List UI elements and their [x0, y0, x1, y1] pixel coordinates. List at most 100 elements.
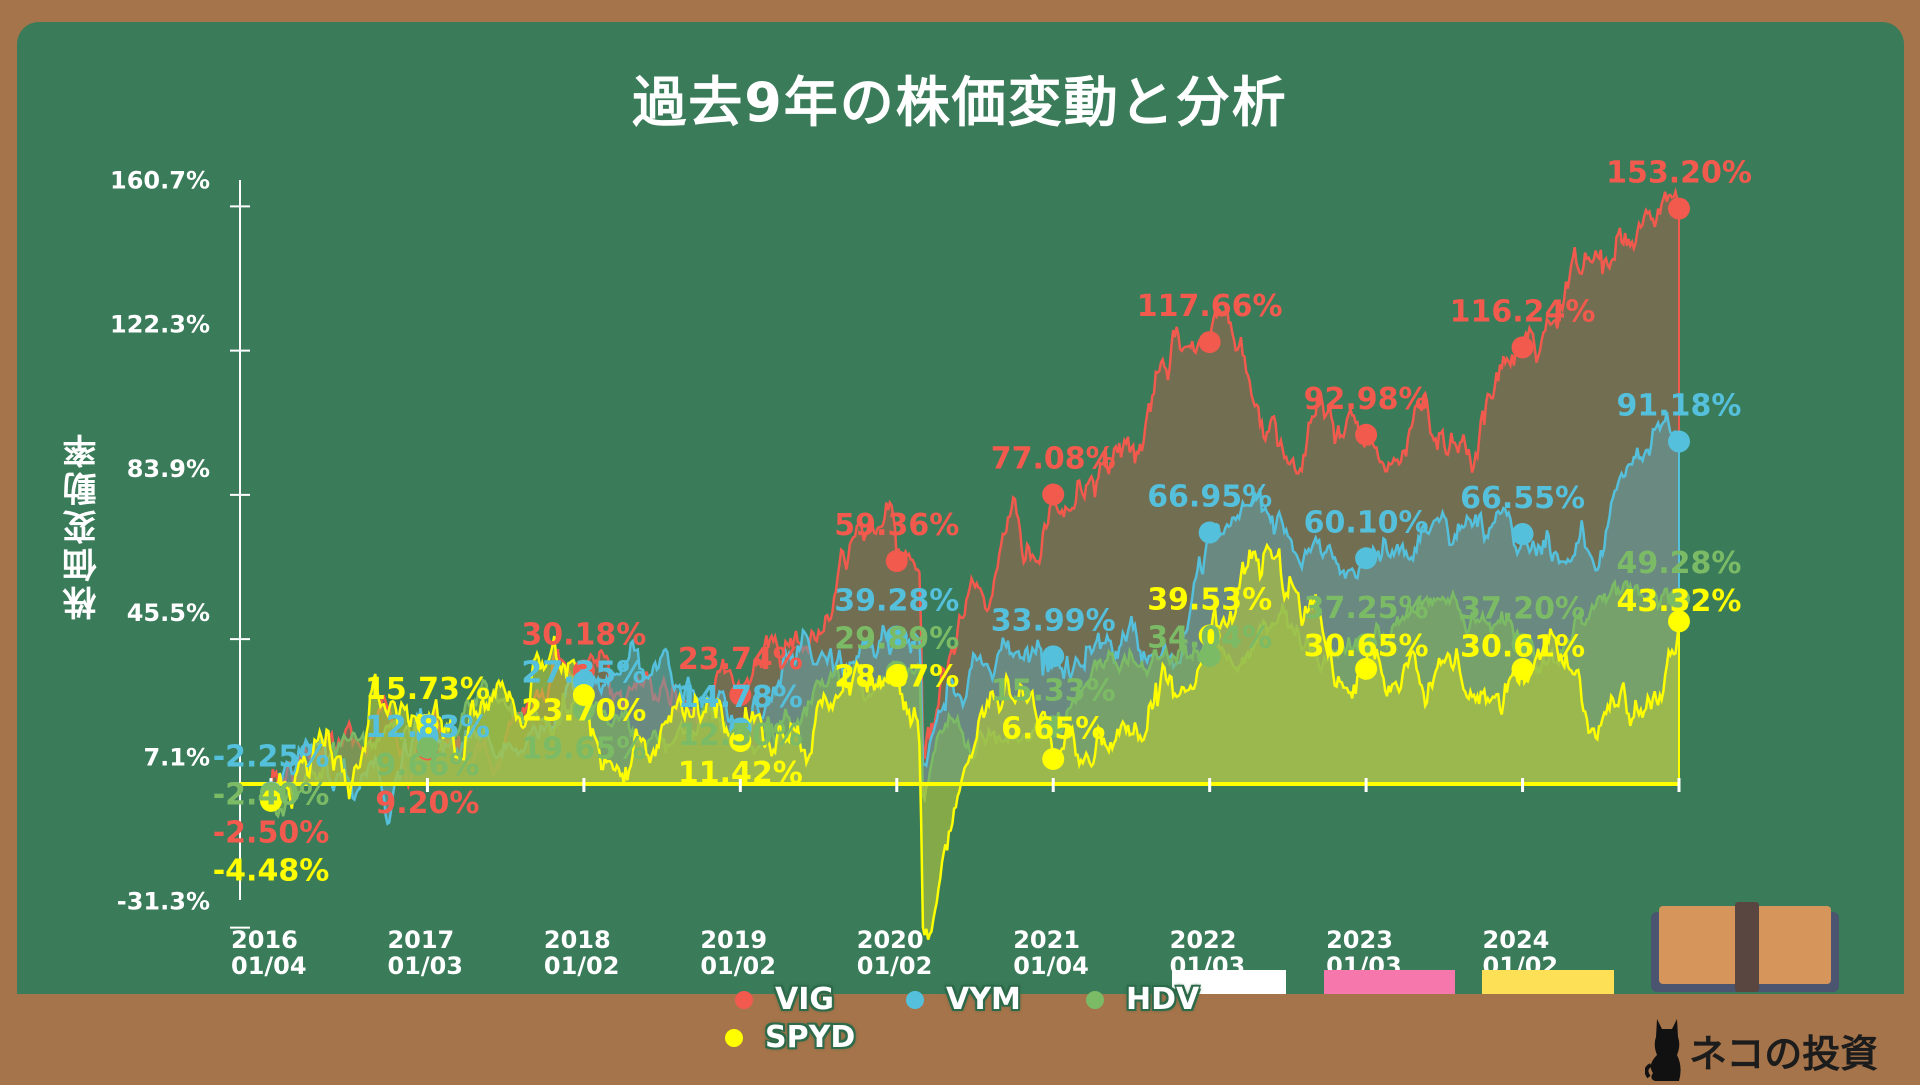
hdv-dot-icon	[1086, 990, 1104, 1009]
vig-data-label: 92.98%	[1304, 382, 1429, 417]
legend-label: VYM	[946, 982, 1021, 1017]
hdv-data-point	[1042, 715, 1065, 738]
legend-item-vym: VYM	[906, 982, 1021, 1017]
vym-data-point	[1668, 430, 1690, 453]
hdv-data-point	[1198, 645, 1221, 668]
vym-data-label: 33.99%	[991, 603, 1116, 638]
vig-data-label: 117.66%	[1137, 289, 1283, 324]
y-tick-label: -31.3%	[117, 888, 210, 916]
x-tick-year: 2020	[857, 926, 924, 954]
y-tick-label: 7.1%	[143, 743, 210, 771]
vym-data-label: 66.55%	[1460, 481, 1585, 516]
y-tick-label: 83.9%	[127, 455, 210, 483]
x-tick-year: 2017	[387, 926, 454, 954]
vym-data-point	[1042, 645, 1065, 668]
legend-label: SPYD	[765, 1020, 856, 1055]
vig-data-point	[1198, 331, 1221, 354]
hdv-data-label: 34.04%	[1147, 621, 1272, 656]
spyd-data-label: 6.65%	[1001, 711, 1105, 746]
spyd-data-label: 30.65%	[1304, 629, 1429, 664]
y-tick-label: 160.7%	[110, 166, 210, 194]
vig-data-label: 23.74%	[678, 642, 803, 677]
vym-data-label: 39.28%	[834, 583, 959, 618]
hdv-data-point	[1511, 633, 1534, 656]
book-icon	[1651, 902, 1839, 992]
yellow-eraser	[1482, 970, 1614, 994]
x-tick-date: 01/04	[1013, 952, 1089, 980]
hdv-data-label: 37.25%	[1304, 591, 1429, 626]
spyd-data-label: 23.70%	[521, 694, 646, 729]
spyd-data-point	[1668, 610, 1690, 633]
vig-data-point	[1042, 483, 1065, 506]
vym-data-label: 66.95%	[1147, 480, 1272, 515]
vig-data-point	[1511, 336, 1534, 359]
spyd-data-point	[1042, 748, 1065, 771]
vym-data-label: -2.25%	[213, 739, 330, 774]
hdv-data-label: -2.40%	[213, 777, 330, 812]
vig-data-label: 9.20%	[375, 786, 479, 821]
spyd-data-point	[416, 713, 439, 736]
vig-data-point	[1668, 197, 1690, 220]
spyd-data-label: 30.61%	[1460, 629, 1585, 664]
y-tick-label: 122.3%	[110, 311, 210, 339]
x-tick-year: 2019	[700, 926, 767, 954]
vig-data-point	[729, 683, 752, 706]
brand-name: ネコの投資	[1689, 1031, 1879, 1076]
x-tick-date: 01/02	[544, 952, 620, 980]
vym-data-point	[1198, 521, 1221, 544]
spyd-data-label: 28.87%	[834, 659, 959, 694]
vig-data-label: 59.36%	[834, 508, 959, 543]
vig-dot-icon	[735, 990, 753, 1009]
vym-data-label: 14.78%	[678, 680, 803, 715]
legend-item-vig: VIG	[735, 982, 834, 1017]
pink-eraser	[1324, 970, 1455, 994]
vym-dot-icon	[906, 990, 924, 1009]
vig-data-label: -2.50%	[213, 815, 330, 850]
legend-label: HDV	[1126, 982, 1200, 1017]
spyd-area	[271, 545, 1679, 940]
hdv-data-label: 37.20%	[1460, 591, 1585, 626]
spyd-data-label: -4.48%	[213, 853, 330, 888]
spyd-data-label: 43.32%	[1617, 584, 1742, 619]
spyd-data-label: 39.53%	[1147, 583, 1272, 618]
spyd-data-point	[885, 664, 908, 687]
hdv-data-point	[416, 736, 439, 759]
spyd-line	[270, 542, 1681, 940]
x-tick-year: 2022	[1170, 926, 1237, 954]
chart-title: 過去9年の株価変動と分析	[632, 71, 1288, 134]
spyd-data-point	[729, 730, 752, 753]
spyd-data-point	[572, 683, 595, 706]
x-tick-year: 2024	[1483, 926, 1550, 954]
hdv-data-label: 12.50%	[678, 718, 803, 753]
spyd-data-point	[1198, 624, 1221, 647]
vig-data-label: 30.18%	[521, 618, 646, 653]
hdv-data-point	[1668, 587, 1690, 610]
hdv-data-label: 19.65%	[521, 732, 646, 767]
vym-data-point	[1355, 547, 1378, 570]
x-tick-year: 2021	[1013, 926, 1080, 954]
x-tick-date: 01/04	[231, 952, 307, 980]
x-tick-date: 01/02	[700, 952, 776, 980]
vym-data-label: 12.83%	[365, 710, 490, 745]
vym-data-point	[1511, 523, 1534, 546]
spyd-data-label: 15.73%	[365, 672, 490, 707]
vym-data-label: 27.35%	[521, 656, 646, 691]
legend-item-spyd: SPYD	[725, 1020, 855, 1055]
hdv-data-label: 29.89%	[834, 621, 959, 656]
x-tick-year: 2023	[1326, 926, 1393, 954]
cat-icon	[1645, 1019, 1681, 1081]
y-tick-label: 45.5%	[127, 599, 210, 627]
x-tick-year: 2016	[231, 926, 298, 954]
x-tick-date: 01/03	[387, 952, 463, 980]
white-eraser	[1172, 970, 1286, 994]
hdv-data-label: 9.66%	[375, 748, 479, 783]
hdv-data-point	[1355, 633, 1378, 656]
vig-data-label: 153.20%	[1606, 156, 1752, 191]
vig-data-point	[1355, 423, 1378, 446]
spyd-data-point	[260, 789, 282, 812]
legend-label: VIG	[775, 982, 835, 1017]
vig-data-label: 77.08%	[991, 441, 1116, 476]
x-tick-year: 2018	[544, 926, 611, 954]
vym-data-label: 91.18%	[1617, 389, 1742, 424]
